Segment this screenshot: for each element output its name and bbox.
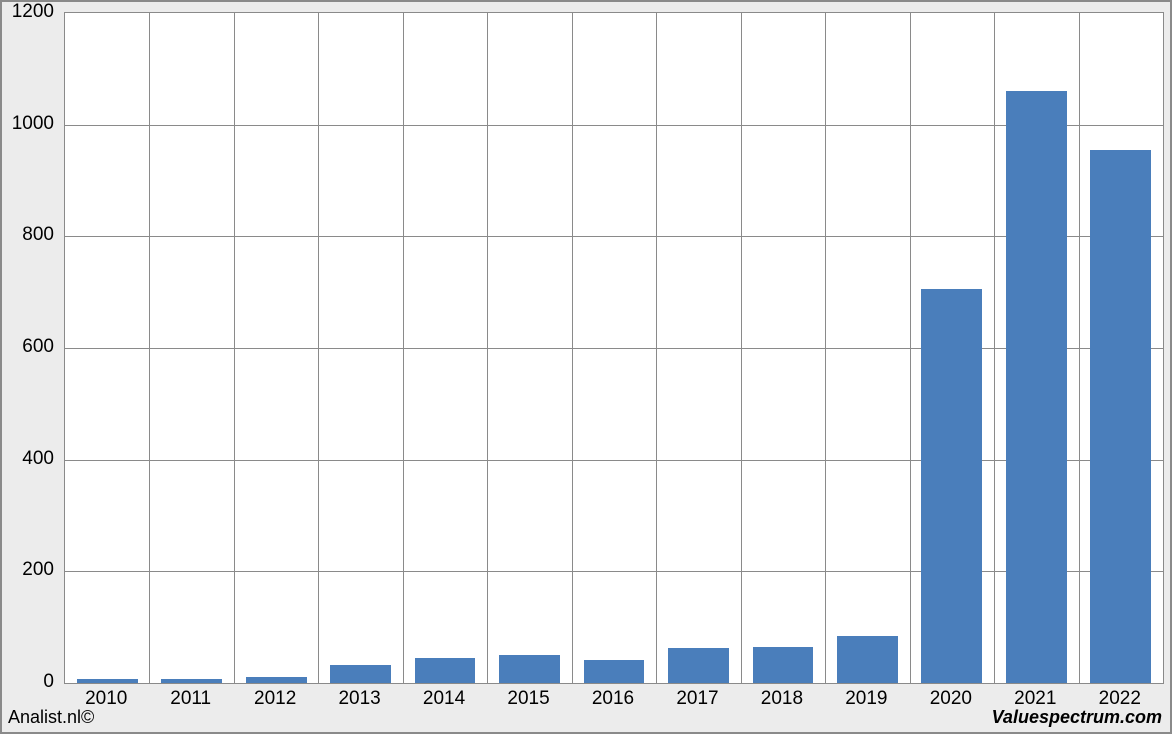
gridline-vertical	[1079, 13, 1080, 683]
gridline-vertical	[741, 13, 742, 683]
bar-2013	[330, 665, 391, 683]
y-tick-label: 1200	[2, 1, 54, 23]
y-tick-label: 800	[2, 224, 54, 246]
bar-2021	[1006, 91, 1067, 683]
x-tick-label: 2020	[930, 688, 972, 710]
gridline-vertical	[910, 13, 911, 683]
bar-2022	[1090, 150, 1151, 683]
x-tick-label: 2016	[592, 688, 634, 710]
x-tick-label: 2015	[507, 688, 549, 710]
x-tick-label: 2013	[338, 688, 380, 710]
gridline-horizontal	[65, 236, 1163, 237]
footer-right-text: Valuespectrum.com	[992, 707, 1162, 728]
bar-2012	[246, 677, 307, 683]
gridline-horizontal	[65, 460, 1163, 461]
chart-container: 020040060080010001200 201020112012201320…	[0, 0, 1172, 734]
gridline-horizontal	[65, 125, 1163, 126]
y-tick-label: 1000	[2, 113, 54, 135]
gridline-vertical	[994, 13, 995, 683]
footer-left-text: Analist.nl©	[8, 707, 94, 728]
bar-2019	[837, 636, 898, 683]
y-tick-label: 0	[2, 671, 54, 693]
gridline-vertical	[487, 13, 488, 683]
x-tick-label: 2017	[676, 688, 718, 710]
gridline-vertical	[656, 13, 657, 683]
x-tick-label: 2019	[845, 688, 887, 710]
bar-2010	[77, 679, 138, 683]
x-tick-label: 2011	[170, 688, 211, 710]
bar-2017	[668, 648, 729, 683]
bar-2011	[161, 679, 222, 683]
bar-2018	[753, 647, 814, 683]
gridline-horizontal	[65, 571, 1163, 572]
y-tick-label: 200	[2, 559, 54, 581]
gridline-vertical	[403, 13, 404, 683]
x-tick-label: 2012	[254, 688, 296, 710]
bar-2014	[415, 658, 476, 683]
bar-2015	[499, 655, 560, 683]
y-tick-label: 600	[2, 336, 54, 358]
gridline-vertical	[572, 13, 573, 683]
gridline-vertical	[149, 13, 150, 683]
gridline-vertical	[234, 13, 235, 683]
gridline-vertical	[825, 13, 826, 683]
bar-2020	[921, 289, 982, 683]
x-tick-label: 2018	[761, 688, 803, 710]
bar-2016	[584, 660, 645, 683]
plot-area	[64, 12, 1164, 684]
x-tick-label: 2014	[423, 688, 465, 710]
gridline-vertical	[318, 13, 319, 683]
gridline-horizontal	[65, 348, 1163, 349]
y-tick-label: 400	[2, 448, 54, 470]
